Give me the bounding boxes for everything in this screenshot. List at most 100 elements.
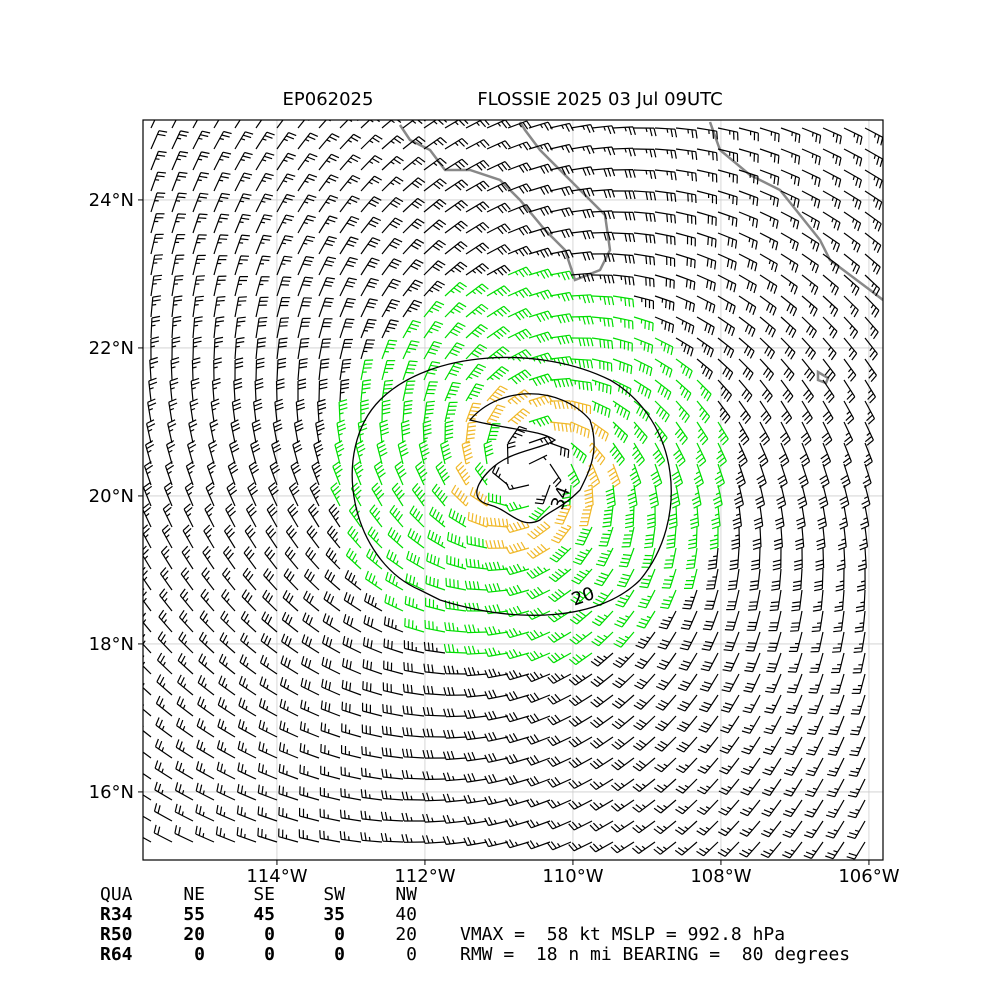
wind-barb bbox=[217, 718, 236, 738]
wind-barb bbox=[236, 805, 257, 822]
wind-barb bbox=[367, 526, 383, 549]
wind-barb bbox=[785, 715, 803, 735]
wind-barb bbox=[696, 799, 719, 816]
wind-barb bbox=[171, 275, 184, 297]
wind-barb bbox=[448, 508, 467, 528]
wind-barb bbox=[183, 503, 194, 528]
wind-barb bbox=[321, 656, 341, 675]
wind-barb bbox=[570, 315, 594, 325]
wind-barb bbox=[360, 257, 380, 276]
wind-barb bbox=[153, 824, 173, 843]
wind-barb bbox=[360, 767, 383, 780]
wind-barb bbox=[299, 743, 320, 759]
wind-barb bbox=[444, 302, 467, 318]
wind-barb bbox=[675, 190, 697, 204]
wind-barb bbox=[636, 610, 656, 629]
wind-barb bbox=[595, 547, 614, 567]
wind-barb bbox=[774, 505, 785, 530]
wind-barb bbox=[843, 190, 862, 210]
wind-barb bbox=[741, 715, 761, 734]
wind-barb bbox=[143, 836, 152, 843]
wind-barb bbox=[864, 337, 878, 361]
wind-barb bbox=[505, 481, 530, 491]
wind-barb bbox=[567, 463, 581, 488]
wind-barb bbox=[244, 524, 257, 549]
wind-barb bbox=[759, 337, 776, 360]
wind-barb bbox=[547, 714, 572, 726]
wind-barb bbox=[213, 172, 231, 192]
wind-barb bbox=[831, 652, 845, 674]
wind-barb bbox=[832, 631, 845, 653]
wind-barb bbox=[171, 213, 187, 234]
wind-barb bbox=[279, 720, 299, 738]
wind-barb bbox=[609, 442, 625, 466]
wind-barb bbox=[465, 221, 490, 234]
wind-barb bbox=[526, 586, 551, 600]
wind-barb bbox=[465, 402, 482, 423]
wind-barb bbox=[280, 655, 299, 675]
wind-barb bbox=[402, 238, 425, 255]
wind-barb bbox=[801, 274, 819, 296]
wind-barb bbox=[355, 440, 366, 465]
wind-barb bbox=[483, 440, 494, 465]
wind-barb bbox=[814, 568, 824, 592]
wind-barb bbox=[255, 296, 269, 318]
wind-barb bbox=[484, 817, 509, 827]
wind-barb bbox=[633, 211, 656, 222]
wind-barb bbox=[803, 841, 824, 859]
wind-barb bbox=[213, 296, 226, 318]
wind-barb bbox=[675, 295, 695, 313]
wind-barb bbox=[444, 381, 461, 402]
wind-barb bbox=[276, 357, 287, 381]
wind-barb bbox=[474, 462, 489, 486]
wind-barb bbox=[696, 127, 718, 140]
wind-barb bbox=[423, 341, 442, 360]
wind-barb bbox=[234, 316, 246, 339]
wind-barb bbox=[233, 377, 243, 402]
wind-barb bbox=[258, 741, 278, 759]
wind-barb bbox=[505, 839, 530, 849]
wind-barb bbox=[422, 420, 432, 444]
wind-barb bbox=[465, 558, 488, 570]
wind-barb bbox=[402, 218, 425, 234]
wind-barb bbox=[363, 615, 383, 633]
wind-barb bbox=[822, 169, 842, 188]
wind-barb bbox=[360, 175, 382, 192]
wind-barb bbox=[278, 828, 299, 843]
wind-barb bbox=[259, 676, 278, 696]
wind-barb bbox=[297, 214, 316, 234]
wind-barb bbox=[218, 675, 236, 696]
wind-barb bbox=[607, 463, 621, 488]
wind-barb bbox=[697, 736, 719, 754]
wind-barb bbox=[826, 778, 845, 798]
wind-barb bbox=[721, 673, 740, 693]
wind-barb bbox=[528, 289, 553, 300]
wind-barb bbox=[654, 757, 677, 773]
wind-barb bbox=[666, 526, 677, 549]
wind-barb bbox=[528, 310, 553, 323]
wind-barb bbox=[718, 820, 740, 837]
wind-barb bbox=[699, 694, 719, 713]
wind-barb bbox=[613, 631, 635, 648]
wind-barb bbox=[258, 698, 278, 717]
wind-barb bbox=[859, 526, 869, 551]
wind-barb bbox=[444, 322, 466, 339]
wind-barb bbox=[143, 588, 152, 612]
wind-barb bbox=[403, 640, 425, 654]
wind-barb bbox=[442, 750, 467, 761]
wind-barb bbox=[303, 590, 320, 612]
wind-barb bbox=[548, 568, 572, 583]
wind-barb bbox=[827, 736, 845, 756]
wind-barb bbox=[757, 442, 769, 467]
wind-barb bbox=[143, 609, 152, 633]
wind-barb bbox=[610, 841, 635, 854]
wind-barb bbox=[339, 318, 355, 339]
wind-barb bbox=[195, 782, 215, 801]
wind-barb bbox=[549, 545, 572, 563]
wind-barb bbox=[343, 592, 362, 612]
wind-barb bbox=[614, 610, 635, 628]
wind-barb bbox=[216, 804, 236, 822]
wind-barb bbox=[809, 652, 824, 673]
wind-barb bbox=[611, 778, 635, 792]
wind-barb bbox=[484, 710, 509, 721]
